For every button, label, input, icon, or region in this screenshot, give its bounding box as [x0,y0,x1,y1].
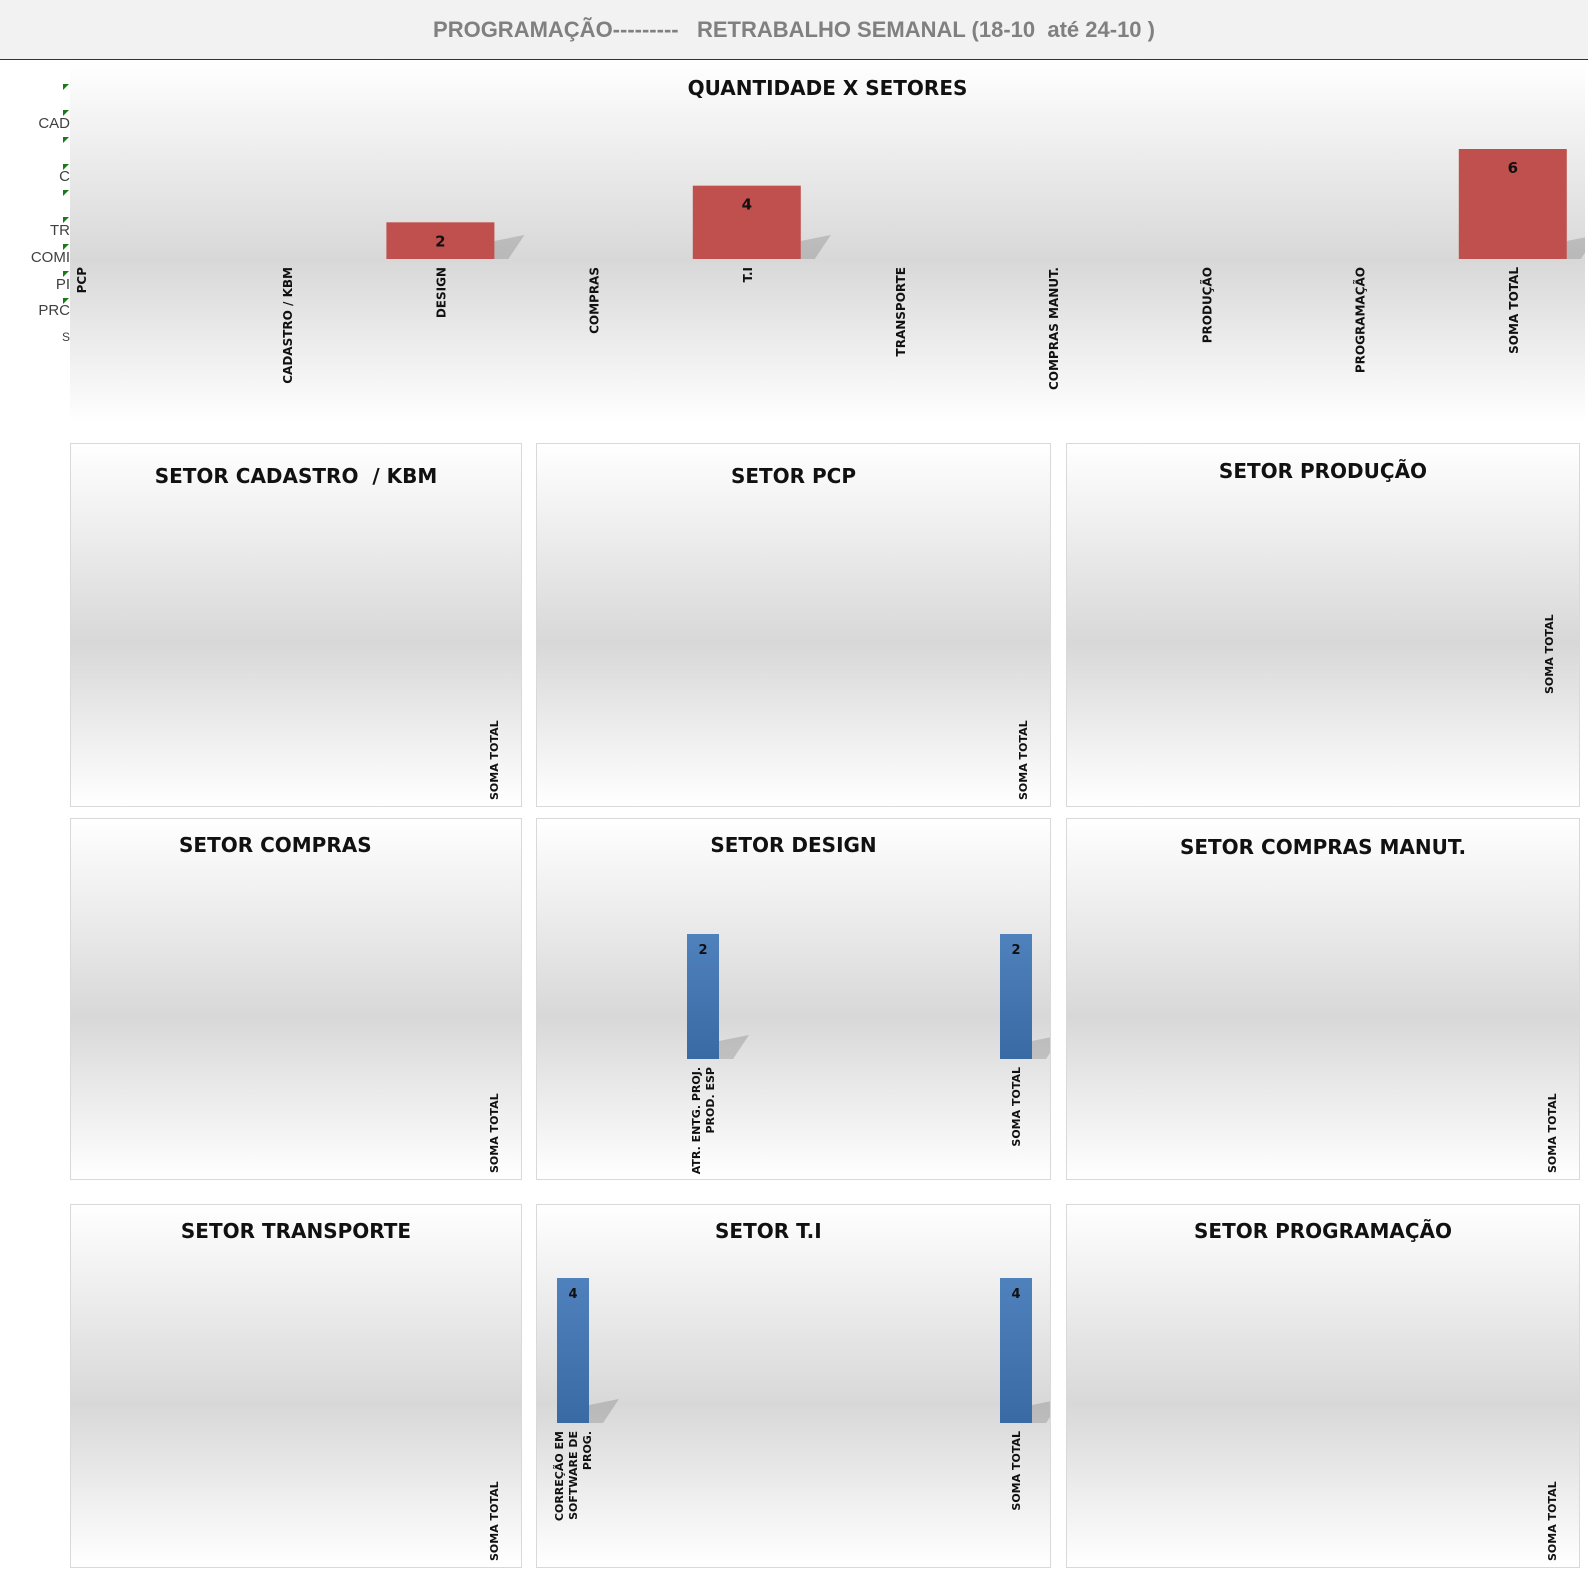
data-label: 2 [698,943,707,958]
bar [557,1278,589,1423]
bar-shadow [494,235,525,259]
category-label: CADASTRO / KBM [281,267,295,384]
panel-title: SETOR DESIGN [710,833,877,857]
sector-chart: SOMA TOTAL [1543,614,1556,694]
category-label: SOMA TOTAL [1010,1067,1023,1147]
panel-setor-design: SETOR DESIGN 2 ATR. ENTG. PROJ. PROD. ESP 2… [536,818,1051,1180]
bar-shadow [719,1035,749,1059]
cell-marker-icon [63,164,69,170]
panel-title: SETOR PROGRAMAÇÃO [1194,1219,1452,1243]
category-label: ATR. ENTG. PROJ. [690,1067,703,1174]
category-label: COMPRAS [588,267,602,334]
cell-marker-icon [63,137,69,143]
cell-marker-icon [63,190,69,196]
category-label: DESIGN [434,267,448,318]
category-label: SOFTWARE DE [567,1431,580,1520]
category-label: SOMA TOTAL [1017,720,1030,800]
data-label: 2 [1011,943,1020,958]
category-label: SOMA TOTAL [1546,1093,1559,1173]
bar [1000,934,1032,1059]
panel-setor-ti: SETOR T.I 4 CORREÇÃO EM SOFTWARE DE PROG. 4 S… [536,1204,1051,1568]
category-label: COMPRAS MANUT. [1047,267,1061,390]
page-header: PROGRAMAÇÃO--------- RETRABALHO SEMANAL … [0,0,1588,60]
sector-chart: SOMA TOTAL [1546,1481,1559,1561]
cell-marker-icon [63,244,69,250]
panel-setor-transporte: SETOR TRANSPORTE SOMA TOTAL [70,1204,522,1568]
sector-chart: SOMA TOTAL [488,1093,501,1173]
main-chart-title: QUANTIDADE X SETORES [687,76,968,100]
side-label: C [59,168,70,185]
sector-chart: SOMA TOTAL [488,720,501,800]
category-label: PROG. [581,1431,594,1470]
bar-shadow [1566,237,1585,259]
data-label: 6 [1508,159,1518,177]
side-label: PRC [38,302,70,319]
category-label: SOMA TOTAL [1543,614,1556,694]
cell-marker-icon [63,298,69,304]
category-label: PRODUÇÃO [1199,267,1214,343]
panel-title: SETOR PCP [730,464,857,488]
category-label: SOMA TOTAL [1010,1431,1023,1511]
category-label: TRANSPORTE [894,267,908,356]
panel-setor-producao: SETOR PRODUÇÃO SOMA TOTAL [1066,443,1580,807]
category-label: SOMA TOTAL [488,1093,501,1173]
data-label: 4 [568,1287,577,1302]
data-label: 4 [742,196,752,214]
panel-title: SETOR T.I [715,1219,822,1243]
bar-shadow [1032,1401,1050,1423]
bar [386,222,495,259]
cell-marker-icon [63,84,69,90]
panel-setor-programacao: SETOR PROGRAMAÇÃO SOMA TOTAL [1066,1204,1580,1568]
side-label: TR [50,222,70,239]
category-label: PROD. ESP [704,1067,717,1134]
category-label: SOMA TOTAL [488,720,501,800]
data-label: 2 [435,232,445,250]
category-label: SOMA TOTAL [1507,267,1521,354]
cell-marker-icon [63,110,69,116]
panel-title: SETOR CADASTRO / KBM [154,464,438,488]
page-title: PROGRAMAÇÃO--------- RETRABALHO SEMANAL … [433,17,1155,42]
category-label: T.I [741,267,755,282]
panel-setor-cadastro: SETOR CADASTRO / KBM SOMA TOTAL [70,443,522,807]
side-labels: CAD C TR COMI PI PRC S [0,60,70,360]
panel-setor-pcp: SETOR PCP SOMA TOTAL [536,443,1051,807]
panel-title: SETOR PRODUÇÃO [1218,459,1428,483]
sector-chart: SOMA TOTAL [488,1481,501,1561]
category-label: SOMA TOTAL [488,1481,501,1561]
sector-chart: 4 CORREÇÃO EM SOFTWARE DE PROG. 4 SOMA TOTAL [553,1278,1050,1521]
bar-shadow [1032,1037,1050,1059]
panel-setor-compras: SETOR COMPRAS SOMA TOTAL [70,818,522,1180]
side-label: S [61,330,70,344]
sector-chart: SOMA TOTAL [1546,1093,1559,1173]
bar [1458,149,1567,259]
bar-shadow [589,1399,619,1423]
main-bar-chart: PCP CADASTRO / KBM 2 DESIGN COMPRAS 4 T.I TRANS… [75,149,1585,390]
sector-chart: 2 ATR. ENTG. PROJ. PROD. ESP 2 SOMA TOTAL [687,934,1050,1174]
bar [692,185,801,259]
bar-shadow [800,235,831,259]
panel-title: SETOR COMPRAS [179,833,372,857]
bar [687,934,719,1059]
panel-title: SETOR TRANSPORTE [180,1219,412,1243]
cell-marker-icon [63,217,69,223]
main-chart-panel: QUANTIDADE X SETORES PCP CADASTRO / KBM 2 D… [70,62,1585,422]
panel-setor-compras-manut: SETOR COMPRAS MANUT. SOMA TOTAL [1066,818,1580,1180]
category-label: PCP [75,267,89,294]
panel-title: SETOR COMPRAS MANUT. [1179,835,1467,859]
category-label: PROGRAMAÇÃO [1353,267,1368,373]
side-label: COMI [30,249,70,266]
sector-chart: SOMA TOTAL [1017,720,1030,800]
cell-marker-icon [63,271,69,277]
category-label: SOMA TOTAL [1546,1481,1559,1561]
data-label: 4 [1011,1287,1020,1302]
side-label: CAD [38,115,70,132]
side-label: PI [55,276,70,293]
category-label: CORREÇÃO EM [553,1431,566,1521]
bar [1000,1278,1032,1423]
